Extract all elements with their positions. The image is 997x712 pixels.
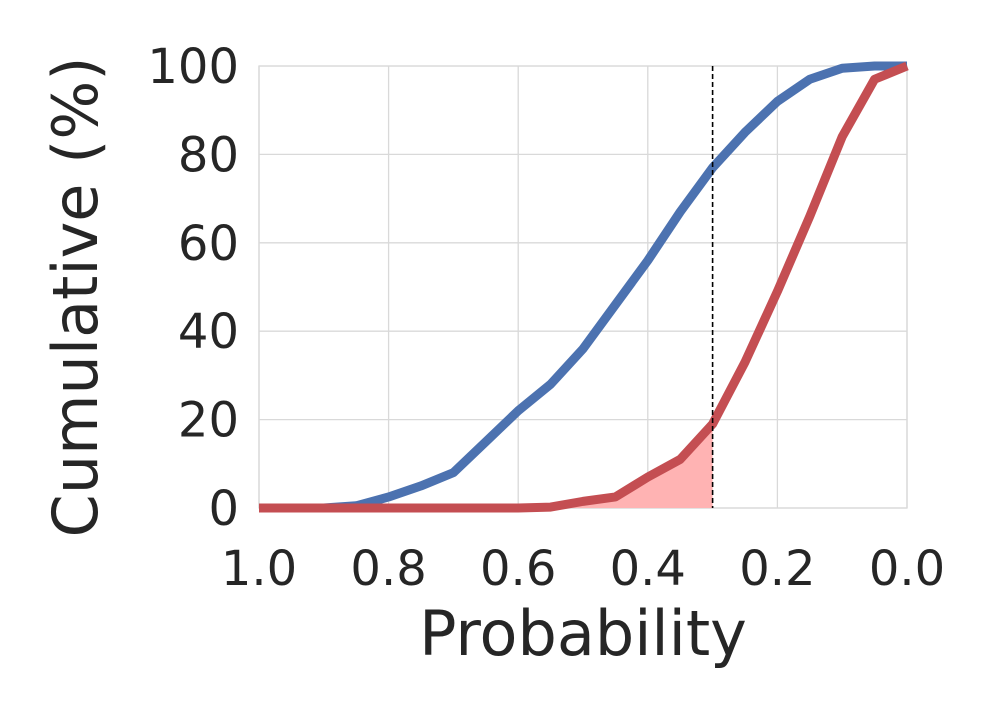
x-axis-label: Probability bbox=[419, 597, 747, 670]
y-tick-label: 100 bbox=[147, 39, 239, 95]
y-tick-labels: 0 20 40 60 80 100 bbox=[147, 39, 239, 537]
x-tick-label: 1.0 bbox=[221, 541, 297, 597]
series-lines bbox=[259, 61, 909, 513]
series-line-2 bbox=[259, 61, 909, 513]
y-tick-label: 0 bbox=[208, 481, 239, 537]
y-axis-label: Cumulative (%) bbox=[39, 57, 112, 538]
plot-frame bbox=[258, 65, 908, 509]
x-tick-label: 0.0 bbox=[869, 541, 945, 597]
y-tick-label: 20 bbox=[178, 393, 239, 449]
x-tick-label: 0.6 bbox=[480, 541, 556, 597]
shaded-region bbox=[259, 424, 713, 508]
series-line-1 bbox=[259, 61, 907, 513]
grid bbox=[258, 65, 908, 509]
y-tick-label: 80 bbox=[178, 127, 239, 183]
x-tick-labels: 1.0 0.8 0.6 0.4 0.2 0.0 bbox=[221, 541, 945, 597]
x-tick-label: 0.8 bbox=[350, 541, 426, 597]
y-tick-label: 60 bbox=[178, 216, 239, 272]
y-tick-label: 40 bbox=[178, 304, 239, 360]
x-tick-label: 0.2 bbox=[739, 541, 815, 597]
shaded-area bbox=[259, 424, 713, 508]
x-tick-label: 0.4 bbox=[610, 541, 686, 597]
